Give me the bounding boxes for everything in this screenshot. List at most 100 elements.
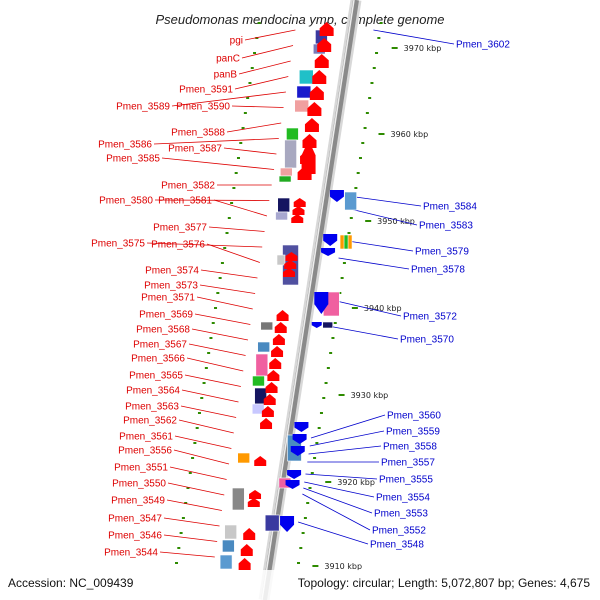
label-connector	[166, 499, 222, 511]
right-gene-label: Pmen_3583	[419, 221, 473, 232]
left-gene-label: Pmen_3562	[123, 416, 177, 427]
right-gene-label: Pmen_3558	[383, 442, 437, 453]
right-gene-labels: Pmen_3602 Pmen_3584 Pmen_3583 Pmen_3579 Pmen…	[370, 40, 510, 551]
scale-dot	[195, 427, 199, 429]
gene-arrows	[238, 22, 344, 570]
forward-gene-arrow	[254, 456, 267, 466]
scale-dot	[342, 262, 346, 264]
forward-gene-arrow	[274, 322, 287, 333]
left-gene-label: Pmen_3582	[161, 181, 215, 192]
label-connector	[194, 313, 251, 325]
label-connector	[332, 299, 402, 317]
reverse-gene-arrow	[292, 434, 307, 444]
left-gene-label: Pmen_3590	[176, 102, 230, 113]
gene-block	[276, 254, 286, 266]
label-connector	[213, 199, 268, 217]
scale-dot	[225, 232, 229, 234]
left-gene-label: Pmen_3569	[139, 310, 193, 321]
scale-tick-label: 3910 kbp	[324, 562, 362, 571]
gene-block	[294, 99, 310, 113]
scale-dot	[239, 142, 243, 144]
forward-gene-arrow	[263, 394, 276, 405]
left-gene-label: Pmen_3547	[108, 514, 162, 525]
label-connector	[303, 487, 373, 514]
label-connector	[161, 157, 275, 170]
label-connector	[226, 122, 282, 133]
left-gene-label: pgi	[230, 36, 243, 47]
scale-dot	[218, 277, 222, 279]
scale-dot	[308, 487, 312, 489]
scale-dot	[241, 127, 245, 129]
gene-block	[286, 127, 299, 141]
scale-dot	[232, 187, 236, 189]
scale-tick	[351, 307, 358, 309]
label-connector	[159, 551, 215, 558]
scale-dot	[193, 442, 197, 444]
left-gene-label: Pmen_3571	[141, 293, 195, 304]
gene-block	[222, 539, 235, 553]
scale-dot	[177, 547, 181, 549]
scale-dot	[191, 457, 195, 459]
label-connector	[171, 91, 286, 107]
gene-blocks	[219, 29, 357, 570]
scale-dot	[253, 52, 257, 54]
scale-dot	[326, 367, 330, 369]
left-gene-label: Pmen_3556	[118, 446, 172, 457]
forward-gene-arrow	[302, 134, 317, 148]
label-connector	[167, 482, 225, 496]
label-connector	[328, 325, 399, 340]
right-gene-label: Pmen_3602	[456, 40, 510, 51]
scale-dot	[250, 67, 254, 69]
left-gene-label: Pmen_3581	[158, 196, 212, 207]
scale-dot	[310, 472, 314, 474]
scale-tick-label: 3940 kbp	[364, 304, 402, 313]
scale-dot	[368, 97, 372, 99]
reverse-gene-arrow	[294, 422, 309, 432]
gene-block	[257, 341, 270, 353]
label-connector	[184, 374, 241, 387]
reverse-gene-arrow	[323, 234, 338, 246]
scale-dot	[246, 97, 250, 99]
label-connector	[163, 517, 220, 527]
reverse-gene-arrow	[280, 516, 295, 532]
scale-tick	[312, 565, 319, 567]
left-gene-label: panB	[214, 70, 238, 81]
label-connector	[241, 45, 294, 59]
forward-gene-arrow	[269, 358, 282, 369]
left-gene-label: Pmen_3575	[91, 239, 145, 250]
left-gene-label: Pmen_3549	[111, 496, 165, 507]
label-connector	[338, 257, 410, 270]
gene-block	[237, 452, 250, 464]
forward-gene-arrow	[293, 198, 306, 207]
gene-block	[251, 403, 265, 415]
scale-tick-label: 3960 kbp	[390, 130, 428, 139]
gene-block	[252, 375, 265, 387]
left-gene-label: Pmen_3589	[116, 102, 170, 113]
label-connector	[173, 449, 230, 465]
label-connectors	[146, 29, 455, 558]
left-gene-label: Pmen_3567	[133, 340, 187, 351]
label-connector	[244, 29, 296, 41]
label-connector	[186, 357, 244, 372]
scale-dot	[377, 37, 381, 39]
scale-dot	[248, 82, 252, 84]
gene-block	[260, 321, 274, 331]
label-connector	[199, 284, 256, 294]
scale-dot	[257, 22, 261, 24]
scale-dot	[317, 427, 321, 429]
forward-gene-arrow	[282, 268, 295, 277]
scale-tick-label: 3930 kbp	[351, 391, 389, 400]
label-connector	[309, 430, 385, 447]
scale-dot	[379, 22, 383, 24]
label-connector	[373, 29, 455, 45]
left-gene-label: Pmen_3585	[106, 154, 160, 165]
gene-block	[275, 211, 288, 221]
left-gene-label: Pmen_3587	[168, 144, 222, 155]
gene-block	[344, 191, 357, 211]
scale-dot	[370, 82, 374, 84]
scale-dot	[200, 397, 204, 399]
forward-gene-arrow	[304, 118, 319, 132]
label-connector	[346, 207, 418, 226]
gene-block	[343, 234, 349, 250]
